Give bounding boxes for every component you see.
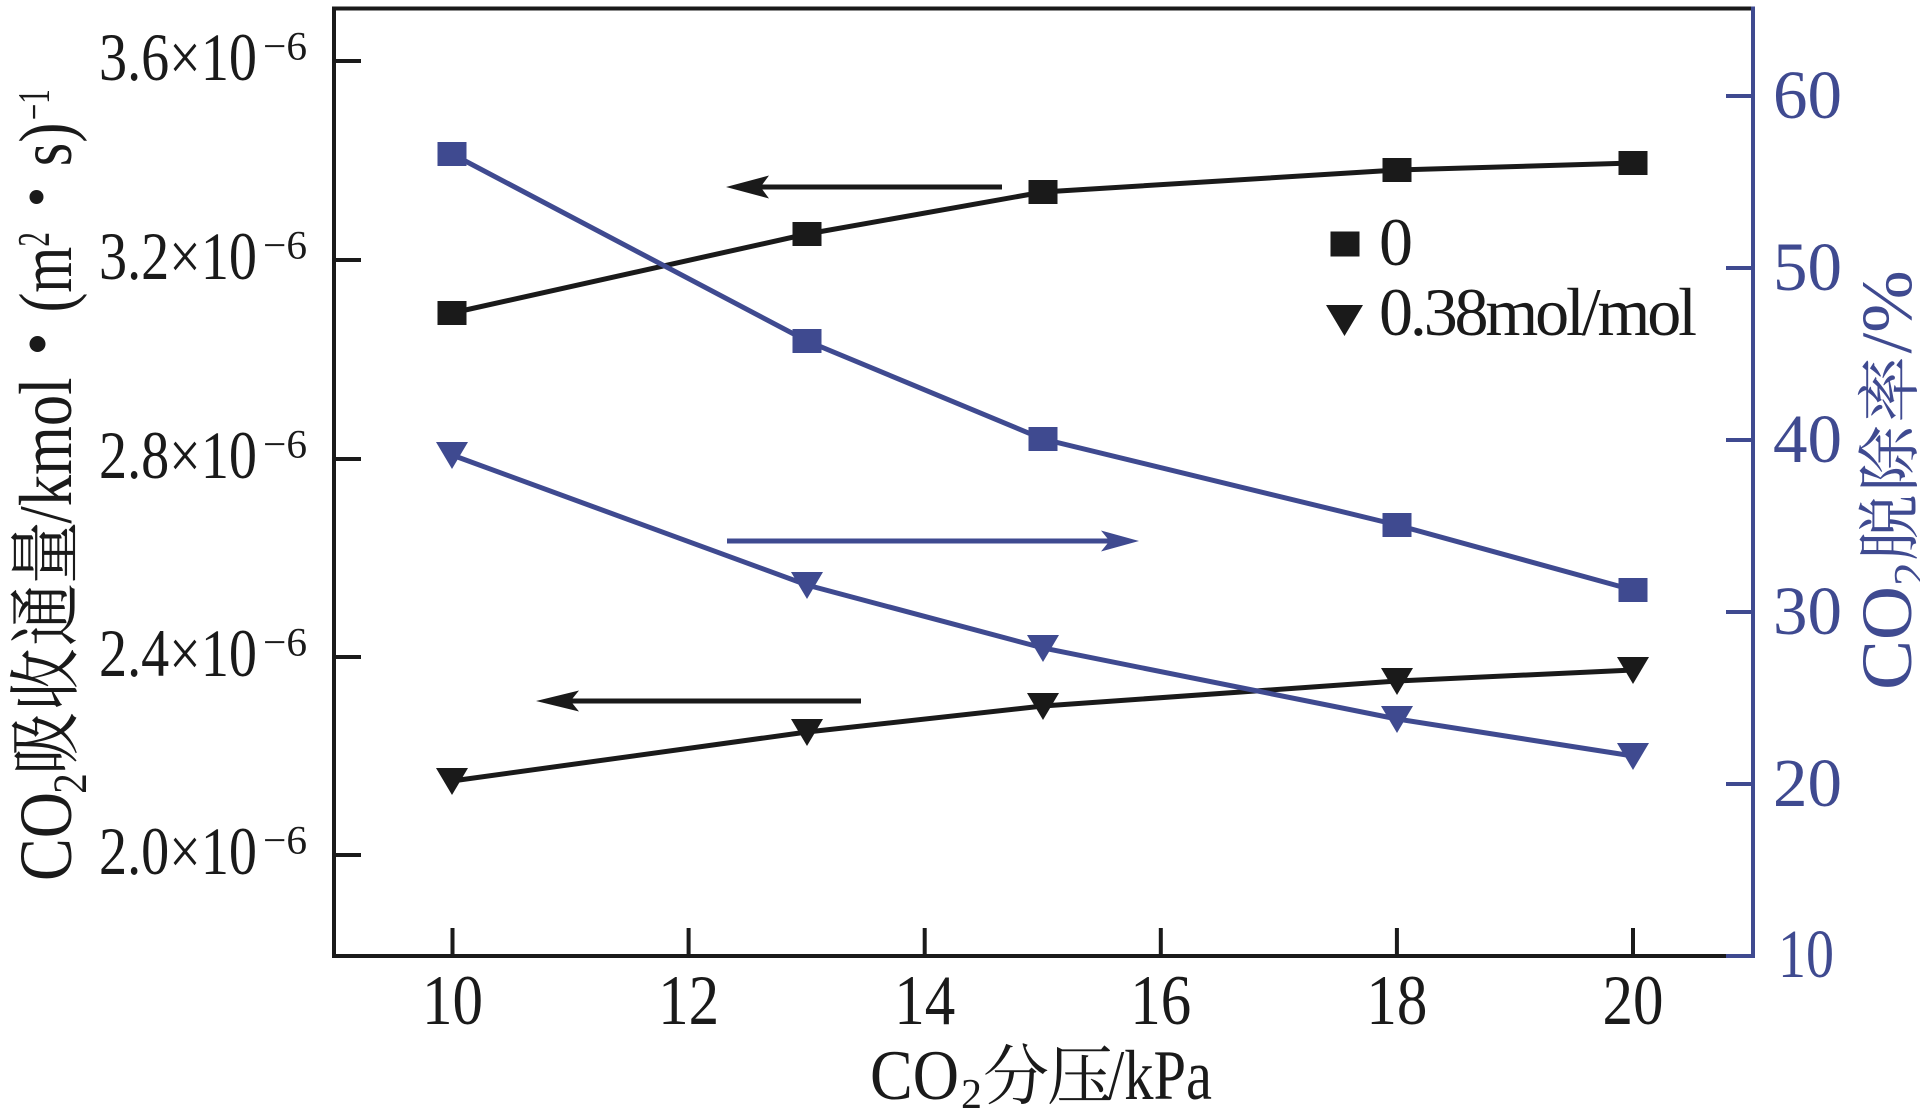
svg-text:CO: CO (1847, 586, 1920, 690)
svg-text:CO: CO (870, 1037, 959, 1115)
svg-text:s): s) (5, 123, 88, 167)
svg-text:/kPa: /kPa (1108, 1037, 1212, 1115)
svg-text:−6: −6 (263, 24, 307, 69)
svg-text:CO: CO (5, 792, 88, 881)
svg-text:2.4×10: 2.4×10 (99, 615, 257, 691)
svg-text:12: 12 (658, 962, 719, 1040)
svg-text:−6: −6 (263, 818, 307, 863)
svg-text:50: 50 (1773, 229, 1842, 305)
svg-text:2.8×10: 2.8×10 (99, 417, 257, 493)
svg-text:60: 60 (1773, 57, 1842, 133)
svg-text:2: 2 (10, 232, 59, 247)
svg-text:/%: /% (1847, 270, 1920, 353)
svg-text:−1: −1 (10, 89, 59, 120)
svg-text:3.6×10: 3.6×10 (99, 19, 257, 95)
svg-text:−6: −6 (263, 422, 307, 467)
svg-text:2.0×10: 2.0×10 (99, 813, 257, 889)
svg-text:2: 2 (43, 773, 97, 794)
svg-text:3.2×10: 3.2×10 (99, 218, 257, 294)
svg-text:10: 10 (422, 962, 483, 1040)
svg-text:2: 2 (961, 1072, 982, 1116)
svg-text:30: 30 (1773, 573, 1842, 649)
svg-text:(m: (m (5, 247, 88, 313)
svg-text:20: 20 (1773, 745, 1842, 821)
svg-text:14: 14 (894, 962, 955, 1040)
svg-text:−6: −6 (263, 223, 307, 268)
svg-text:10: 10 (1778, 916, 1834, 992)
svg-text:2: 2 (1885, 562, 1920, 586)
svg-text:20: 20 (1603, 962, 1664, 1040)
svg-text:−6: −6 (263, 620, 307, 665)
svg-text:0: 0 (1379, 204, 1413, 280)
svg-text:40: 40 (1773, 401, 1842, 477)
svg-text:/kmol: /kmol (5, 377, 88, 523)
svg-text:0.38mol/mol: 0.38mol/mol (1379, 274, 1697, 350)
svg-text:16: 16 (1130, 962, 1191, 1040)
svg-text:18: 18 (1366, 962, 1427, 1040)
